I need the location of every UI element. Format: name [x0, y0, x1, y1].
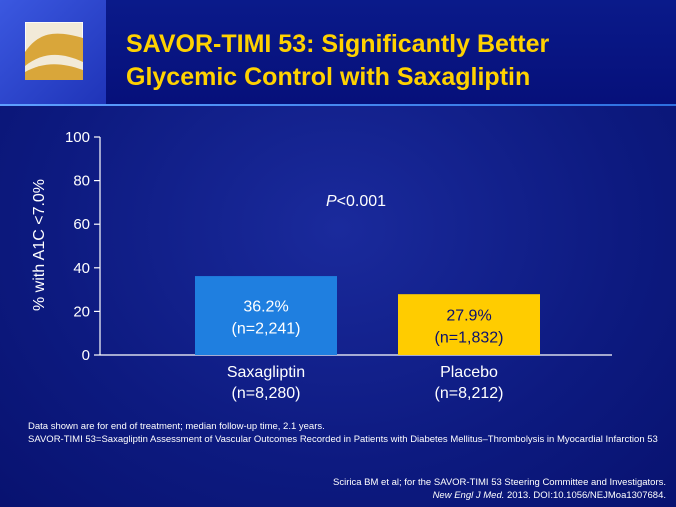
y-tick-label: 0: [82, 347, 90, 364]
bar-placebo: [398, 294, 540, 355]
footnote-line-1: Data shown are for end of treatment; med…: [28, 421, 325, 432]
y-tick-label: 20: [73, 303, 90, 320]
citation-line-2: New Engl J Med. 2013. DOI:10.1056/NEJMoa…: [333, 490, 666, 503]
header-divider: [0, 104, 676, 106]
citation-rest: 2013. DOI:10.1056/NEJMoa1307684.: [504, 489, 666, 501]
x-category-n-label: (n=8,280): [232, 385, 301, 402]
bar-n-label: (n=2,241): [232, 321, 301, 338]
p-value-annotation: P<0.001: [326, 193, 386, 210]
title-line-1: SAVOR-TIMI 53: Significantly Better: [126, 30, 550, 58]
logo-icon: [25, 22, 83, 80]
slide-header: SAVOR-TIMI 53: Significantly Better Glyc…: [0, 0, 676, 104]
y-tick-label: 40: [73, 260, 90, 277]
citation-journal: New Engl J Med.: [432, 489, 505, 501]
y-axis-label: % with A1C <7.0%: [31, 179, 48, 311]
bar-n-label: (n=1,832): [435, 330, 504, 347]
y-tick-label: 60: [73, 216, 90, 233]
x-category-n-label: (n=8,212): [435, 385, 504, 402]
x-category-label: Placebo: [440, 364, 498, 381]
bar-value-label: 36.2%: [243, 299, 288, 316]
slide-title: SAVOR-TIMI 53: Significantly Better Glyc…: [126, 28, 666, 94]
footnote: Data shown are for end of treatment; med…: [28, 420, 668, 446]
y-tick-label: 100: [65, 129, 90, 146]
footnote-line-2: SAVOR-TIMI 53=Saxagliptin Assessment of …: [28, 434, 658, 445]
logo-box: [0, 0, 106, 104]
bar-value-label: 27.9%: [446, 308, 491, 325]
citation: Scirica BM et al; for the SAVOR-TIMI 53 …: [333, 477, 666, 502]
citation-line-1: Scirica BM et al; for the SAVOR-TIMI 53 …: [333, 477, 666, 488]
bar-chart: % with A1C <7.0% 0 20 40 60 80 100 P<0.001 36…: [31, 129, 612, 402]
bar-saxagliptin: [195, 276, 337, 355]
y-tick-label: 80: [73, 173, 90, 190]
x-category-label: Saxagliptin: [227, 364, 305, 381]
title-line-2: Glycemic Control with Saxagliptin: [126, 63, 531, 91]
